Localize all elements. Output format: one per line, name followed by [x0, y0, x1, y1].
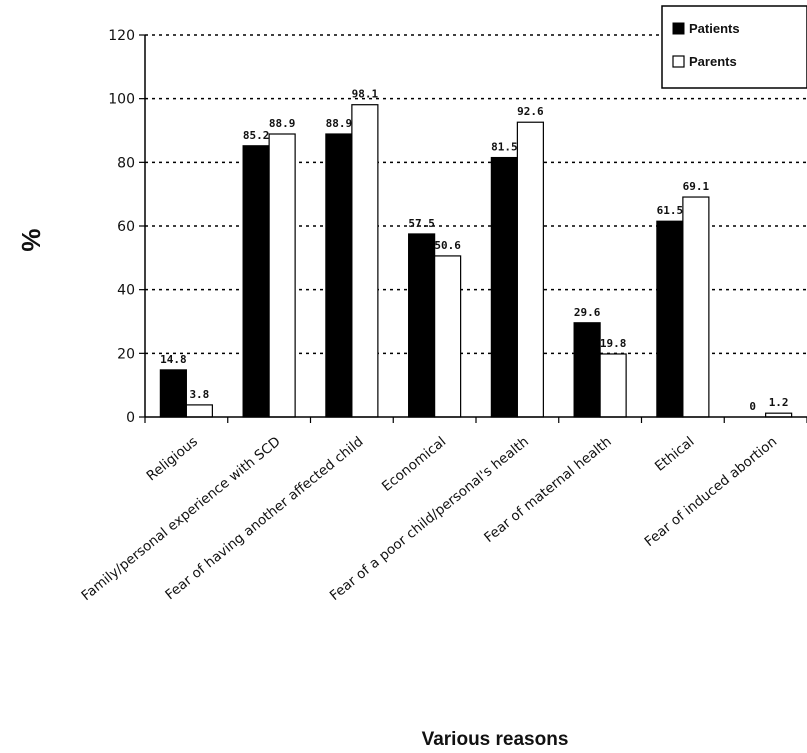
data-label-patients: 88.9	[326, 117, 353, 130]
category-label: Religious	[144, 434, 201, 485]
axes	[139, 34, 807, 423]
data-label-patients: 0	[749, 400, 756, 413]
bar-patients	[159, 369, 187, 418]
bar-patients	[242, 145, 270, 418]
legend: Patients Parents	[661, 5, 807, 89]
y-tick-label: 120	[108, 28, 135, 44]
legend-label-parents: Parents	[689, 54, 737, 69]
gridlines	[145, 34, 807, 355]
data-label-parents: 98.1	[352, 88, 379, 101]
category-label: Economical	[379, 434, 449, 495]
data-label-patients: 29.6	[574, 306, 601, 319]
bar-parents	[682, 196, 710, 418]
x-axis-title: Various reasons	[422, 729, 569, 750]
legend-box	[661, 5, 807, 89]
y-tick-label: 20	[117, 346, 135, 362]
bar-patients	[656, 220, 684, 418]
data-label-parents: 69.1	[683, 180, 710, 193]
data-label-patients: 61.5	[657, 204, 684, 217]
data-label-patients: 57.5	[408, 217, 435, 230]
bar-parents	[185, 404, 213, 418]
data-label-parents: 92.6	[517, 105, 544, 118]
data-label-parents: 19.8	[600, 337, 627, 350]
y-tick-label: 0	[126, 410, 135, 426]
y-tick-label: 80	[117, 155, 135, 171]
category-label: Fear of induced abortion	[642, 434, 781, 550]
legend-swatch-parents	[672, 55, 685, 68]
legend-swatch-patients	[672, 22, 685, 35]
data-label-patients: 14.8	[160, 353, 187, 366]
bar-parents	[351, 104, 379, 418]
bar-patients	[490, 156, 518, 418]
y-tick-labels: 0 20 40 60 80 100 120	[108, 28, 135, 426]
y-tick-label: 60	[117, 219, 135, 235]
y-tick-label: 100	[108, 92, 135, 108]
bar-patients	[408, 233, 436, 418]
bar-parents	[268, 133, 296, 418]
y-tick-label: 40	[117, 283, 135, 299]
data-label-parents: 1.2	[769, 396, 789, 409]
bar-parents	[599, 353, 627, 418]
y-axis-title: %	[16, 228, 46, 251]
bar-parents	[516, 121, 544, 418]
data-label-parents: 3.8	[189, 388, 209, 401]
data-label-patients: 85.2	[243, 129, 270, 142]
data-labels: 14.83.885.288.9 88.998.157.550.681.592.62…	[160, 88, 788, 413]
legend-label-patients: Patients	[689, 21, 740, 36]
category-label: Ethical	[652, 434, 697, 475]
bar-patients	[325, 133, 353, 418]
bars	[159, 104, 793, 418]
bar-parents	[434, 255, 462, 418]
data-label-parents: 50.6	[434, 239, 461, 252]
data-label-patients: 81.5	[491, 141, 518, 154]
bar-patients	[573, 322, 601, 418]
data-label-parents: 88.9	[269, 117, 296, 130]
